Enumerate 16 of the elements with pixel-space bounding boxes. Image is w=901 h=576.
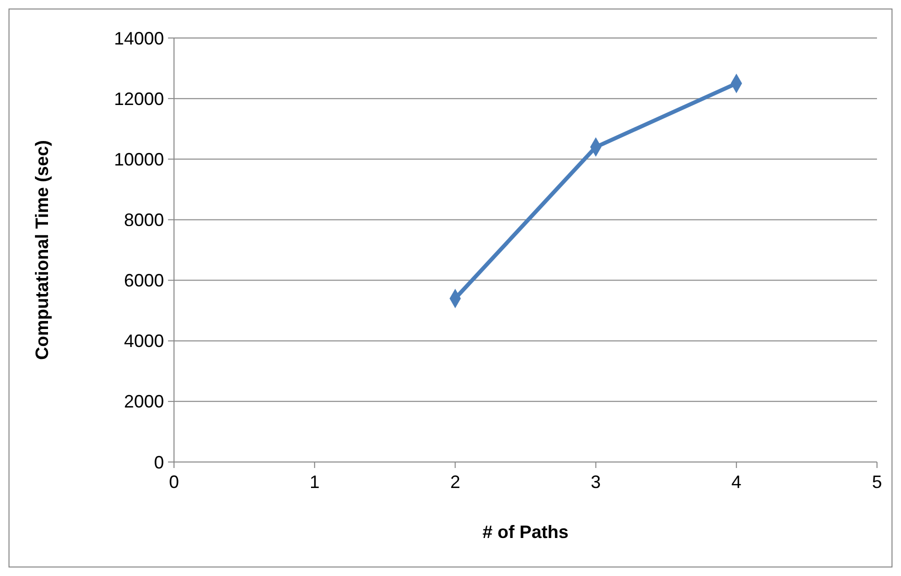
y-tick-label: 2000: [124, 392, 164, 412]
y-tick-label: 8000: [124, 210, 164, 230]
x-tick-label: 5: [872, 472, 882, 492]
x-tick-label: 2: [450, 472, 460, 492]
y-tick-label: 10000: [114, 149, 164, 170]
y-tick-label: 0: [154, 452, 164, 472]
y-tick-label: 4000: [124, 331, 164, 352]
y-tick-label: 12000: [114, 88, 164, 109]
x-axis-title: # of Paths: [482, 522, 569, 542]
x-tick-label: 3: [590, 472, 601, 492]
x-tick-label: 0: [168, 472, 180, 492]
x-tick-label: 4: [731, 472, 742, 492]
y-tick-label: 6000: [124, 270, 164, 291]
x-tick-label: 1: [310, 472, 320, 492]
y-axis-title: Computational Time (sec): [32, 140, 52, 360]
y-tick-label: 14000: [114, 28, 164, 48]
